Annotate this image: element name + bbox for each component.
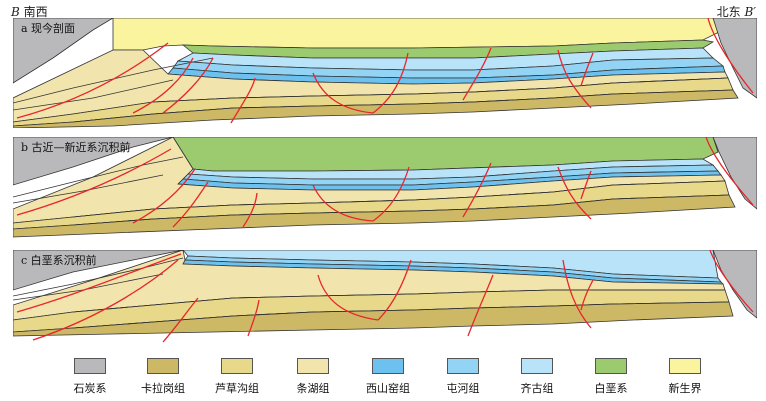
fault-line xyxy=(557,166,592,220)
section-a-svg xyxy=(13,18,757,128)
faults xyxy=(16,250,754,343)
fault-line xyxy=(162,57,214,114)
boundary-line xyxy=(72,289,725,313)
fault-line xyxy=(132,168,196,224)
section-c-svg xyxy=(13,250,757,352)
fault-line xyxy=(707,18,754,94)
boundary-line xyxy=(72,194,730,226)
legend-swatch xyxy=(221,358,253,374)
legend-item-cretaceous: 白垩系 xyxy=(581,358,641,396)
end-direction: 北东 xyxy=(716,5,741,19)
fault-line xyxy=(242,192,258,228)
end-letter: B′ xyxy=(744,5,756,19)
fault-line xyxy=(377,259,412,321)
fault-line xyxy=(557,49,592,109)
faults xyxy=(16,137,754,228)
fault-line xyxy=(372,166,410,222)
faults xyxy=(16,18,754,124)
fault-line xyxy=(16,253,182,313)
fault-line xyxy=(132,57,194,114)
legend-swatch xyxy=(595,358,627,374)
legend-item-carboniferous: 石炭系 xyxy=(60,358,120,396)
fault-line xyxy=(462,47,492,101)
legend-item-kalagang: 卡拉岗组 xyxy=(133,358,193,396)
start-letter: B xyxy=(11,5,20,19)
legend-label: 条湖组 xyxy=(296,382,330,395)
boundary-line xyxy=(72,89,734,123)
legend-item-xishanyao: 西山窑组 xyxy=(358,358,418,396)
fault-line xyxy=(467,274,494,337)
fault-line xyxy=(16,148,172,216)
panel-a: a 现今剖面 xyxy=(13,18,757,128)
panel-b-label: b 古近—新近系沉积前 xyxy=(21,141,131,154)
legend-label: 新生界 xyxy=(668,382,702,395)
panel-b: b 古近—新近系沉积前 xyxy=(13,137,757,241)
legend-label: 卡拉岗组 xyxy=(141,382,185,395)
legend-label: 西山窑组 xyxy=(366,382,410,395)
fault-line xyxy=(32,259,179,341)
start-direction: 南西 xyxy=(23,5,48,19)
legend-swatch xyxy=(297,358,329,374)
boundary-line xyxy=(13,257,184,297)
fault-line xyxy=(562,259,592,329)
carboniferous-left xyxy=(13,137,174,186)
legend-item-toutunhe: 屯河组 xyxy=(433,358,493,396)
legend-label: 石炭系 xyxy=(73,382,107,395)
fault-line xyxy=(462,162,492,218)
legend-label: 屯河组 xyxy=(446,382,480,395)
legend: 石炭系 卡拉岗组 芦草沟组 条湖组 西山窑组 屯河组 齐古组 白垩系 新生界 xyxy=(60,358,740,398)
legend-swatch xyxy=(521,358,553,374)
legend-swatch xyxy=(372,358,404,374)
boundary-line xyxy=(13,79,174,111)
panel-c-label: c 白垩系沉积前 xyxy=(21,254,97,267)
fault-line xyxy=(247,299,260,337)
panel-c: c 白垩系沉积前 xyxy=(13,250,757,352)
fault-line xyxy=(16,42,169,119)
legend-item-cenozoic: 新生界 xyxy=(655,358,715,396)
carboniferous-right xyxy=(712,137,757,210)
fault-line xyxy=(230,77,256,124)
fault-line xyxy=(312,184,374,222)
fault-line xyxy=(312,72,374,114)
legend-label: 齐古组 xyxy=(520,382,554,395)
legend-item-tiaohu: 条湖组 xyxy=(283,358,343,396)
legend-label: 芦草沟组 xyxy=(215,382,259,395)
legend-swatch xyxy=(74,358,106,374)
panel-a-label: a 现今剖面 xyxy=(21,22,76,35)
fault-line xyxy=(162,297,199,343)
legend-label: 白垩系 xyxy=(594,382,628,395)
boundary-line xyxy=(13,174,164,204)
boundary-line xyxy=(72,180,726,218)
fault-line xyxy=(317,274,379,321)
carboniferous-left xyxy=(13,18,114,84)
fault-line xyxy=(580,170,592,200)
profile-start-label: B 南西 xyxy=(11,3,48,20)
fault-line xyxy=(372,52,409,114)
legend-item-lucaogou: 芦草沟组 xyxy=(207,358,267,396)
fault-line xyxy=(580,52,594,87)
fault-line xyxy=(580,279,594,311)
boundary-line xyxy=(13,156,184,198)
layer-boundaries xyxy=(13,156,730,226)
legend-item-qigu: 齐古组 xyxy=(507,358,567,396)
fault-line xyxy=(705,137,754,206)
fault-line xyxy=(709,250,754,313)
legend-swatch xyxy=(147,358,179,374)
legend-swatch xyxy=(669,358,701,374)
profile-end-label: 北东 B′ xyxy=(717,3,756,20)
carboniferous-right xyxy=(712,18,757,99)
boundary-line xyxy=(72,301,730,329)
legend-swatch xyxy=(447,358,479,374)
carboniferous-left xyxy=(13,250,184,291)
section-b-svg xyxy=(13,137,757,241)
fault-line xyxy=(172,181,209,228)
